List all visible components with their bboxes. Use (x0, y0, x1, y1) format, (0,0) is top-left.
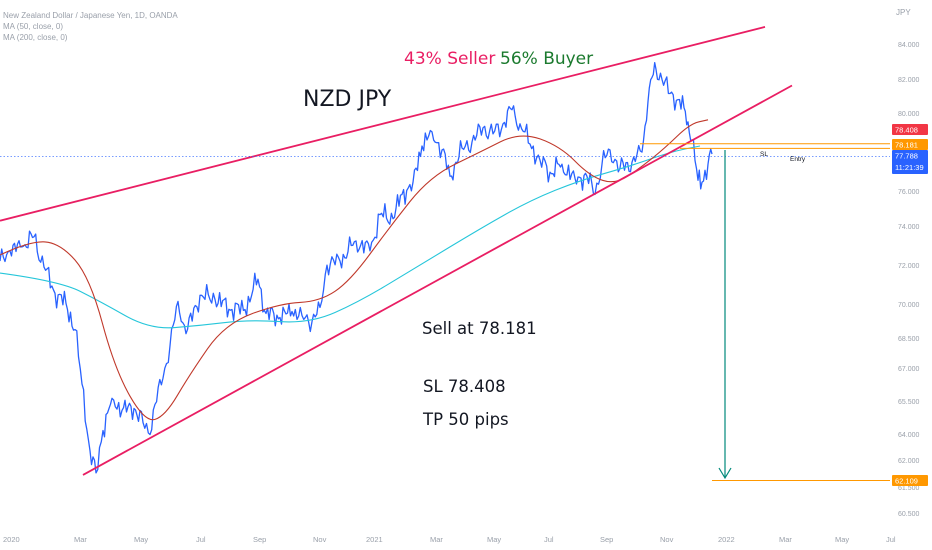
price-tag-value: 77.788 (895, 152, 918, 161)
entry-tag: Entry (790, 156, 806, 163)
y-tick-label: 62.000 (898, 458, 920, 465)
x-tick-label: Mar (779, 535, 792, 544)
ma50-legend: MA (50, close, 0) (3, 22, 64, 31)
channel-lower-line[interactable] (82, 84, 793, 476)
price-line (0, 61, 713, 474)
x-tick-label: May (134, 535, 148, 544)
y-tick-label: 64.000 (898, 432, 920, 439)
y-tick-label: 70.000 (898, 302, 920, 309)
y-tick-label: 60.500 (898, 511, 920, 518)
buyer-percentage: 56% Buyer (500, 49, 593, 69)
y-tick-label: 67.000 (898, 366, 920, 373)
x-tick-label: Sep (600, 535, 613, 544)
price-tag: 78.181 (892, 139, 928, 150)
sl-tag: SL (760, 151, 768, 158)
x-tick-label: Jul (196, 535, 206, 544)
seller-percentage: 43% Seller (404, 49, 495, 69)
x-tick-label: Jul (886, 535, 896, 544)
price-tag-value: 78.181 (895, 141, 918, 150)
x-tick-label: Jul (544, 535, 554, 544)
price-tag-countdown: 11:21:39 (895, 163, 924, 172)
ma200-line (0, 145, 701, 329)
symbol-description: New Zealand Dollar / Japanese Yen, 1D, O… (3, 11, 178, 20)
y-tick-label: 74.000 (898, 224, 920, 231)
channel-upper-line[interactable] (0, 26, 766, 222)
x-tick-label: Sep (253, 535, 266, 544)
currency-label: JPY (896, 8, 911, 17)
price-tags: 78.408 78.181 77.788 11:21:39 62.109 (892, 124, 928, 486)
y-tick-label: 76.000 (898, 189, 920, 196)
y-tick-label: 82.000 (898, 77, 920, 84)
x-tick-label: May (835, 535, 849, 544)
y-tick-label: 65.500 (898, 399, 920, 406)
rising-wedge-channel (0, 26, 793, 476)
x-tick-label: Mar (430, 535, 443, 544)
x-tick-label: 2022 (718, 535, 735, 544)
price-tag-value: 78.408 (895, 126, 918, 135)
take-profit-label: TP 50 pips (422, 410, 509, 429)
price-tag-value: 62.109 (895, 477, 918, 486)
y-tick-label: 80.000 (898, 111, 920, 118)
ma200-legend: MA (200, close, 0) (3, 33, 68, 42)
price-tag: 62.109 (892, 475, 928, 486)
x-tick-label: May (487, 535, 501, 544)
pair-label: NZD JPY (303, 87, 392, 112)
x-tick-label: 2020 (3, 535, 20, 544)
x-tick-label: Nov (660, 535, 674, 544)
sell-entry-label: Sell at 78.181 (422, 319, 537, 338)
price-tag: 77.788 11:21:39 (892, 150, 928, 174)
y-tick-label: 72.000 (898, 263, 920, 270)
trade-levels (0, 143, 890, 481)
target-arrow-head (718, 467, 732, 480)
chart-legend: New Zealand Dollar / Japanese Yen, 1D, O… (3, 10, 178, 43)
price-tag: 78.408 (892, 124, 928, 135)
x-tick-label: 2021 (366, 535, 383, 544)
time-axis: 2020 Mar May Jul Sep Nov 2021 Mar May Jul Sep Nov 20… (3, 535, 896, 544)
x-tick-label: Nov (313, 535, 327, 544)
stop-loss-label: SL 78.408 (423, 377, 506, 396)
y-tick-label: 61.500 (898, 485, 920, 492)
y-tick-label: 68.500 (898, 336, 920, 343)
x-tick-label: Mar (74, 535, 87, 544)
price-series-nzdjpy (0, 61, 713, 474)
y-tick-label: 84.000 (898, 42, 920, 49)
